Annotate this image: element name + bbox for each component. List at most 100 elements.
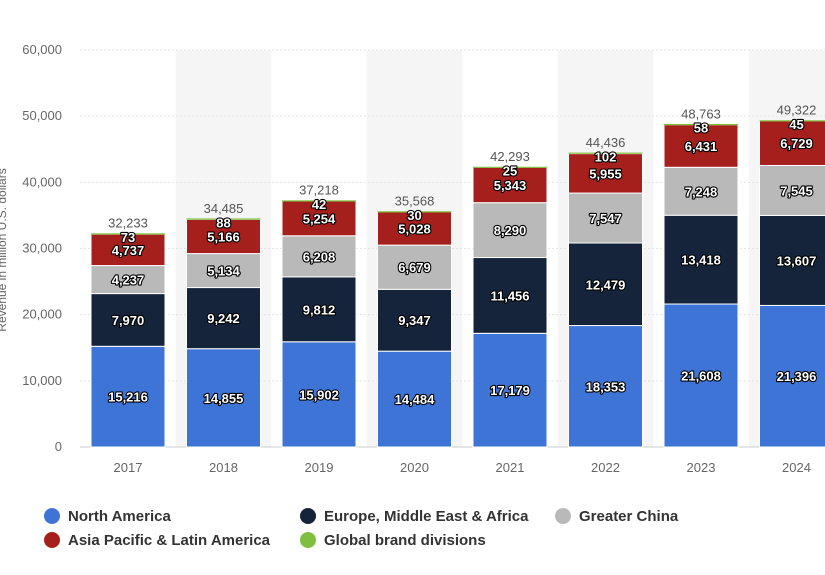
- data-label: 58: [694, 121, 708, 136]
- bar-segment: [472, 202, 548, 259]
- y-tick-label: 30,000: [22, 241, 62, 256]
- data-label: 6,208: [303, 249, 336, 264]
- legend-item[interactable]: North America: [44, 504, 171, 528]
- data-label: 73: [121, 230, 135, 245]
- data-label: 8,290: [494, 223, 527, 238]
- legend-swatch: [44, 508, 60, 524]
- legend-label: North America: [68, 507, 171, 525]
- data-label: 21,396: [777, 369, 817, 384]
- total-label: 48,763: [681, 106, 721, 121]
- legend-item[interactable]: Asia Pacific & Latin America: [44, 528, 270, 552]
- data-label: 13,607: [777, 253, 817, 268]
- bar-segment: [90, 265, 166, 295]
- data-label: 4,737: [112, 243, 145, 258]
- legend-item[interactable]: Europe, Middle East & Africa: [300, 504, 529, 528]
- bar-segment: [90, 233, 166, 267]
- y-tick-label: 20,000: [22, 307, 62, 322]
- bar-segment: [186, 287, 261, 350]
- y-tick-label: 60,000: [22, 42, 62, 57]
- bar-segment: [377, 211, 452, 246]
- x-tick-label: 2024: [782, 460, 811, 475]
- bar-segment: [568, 242, 643, 327]
- data-label: 42: [312, 197, 326, 212]
- data-label: 15,902: [299, 387, 339, 402]
- y-tick-label: 10,000: [22, 373, 62, 388]
- data-label: 30: [407, 208, 421, 223]
- bar-segment: [186, 218, 261, 220]
- data-label: 45: [789, 117, 803, 132]
- data-label: 7,547: [589, 211, 622, 226]
- x-tick-label: 2022: [591, 460, 620, 475]
- legend: North America Europe, Middle East & Afric…: [44, 504, 824, 564]
- legend-label: Global brand divisions: [324, 531, 486, 549]
- total-label: 49,322: [777, 103, 817, 118]
- bar-segment: [91, 233, 165, 235]
- legend-label: Greater China: [579, 507, 679, 525]
- data-label: 13,418: [681, 253, 721, 268]
- data-label: 5,343: [494, 178, 527, 193]
- x-tick-label: 2021: [496, 460, 525, 475]
- legend-swatch: [44, 532, 60, 548]
- data-label: 4,237: [112, 273, 145, 288]
- bar-segment: [568, 153, 643, 194]
- total-label: 34,485: [204, 201, 244, 216]
- data-label: 5,166: [207, 229, 240, 244]
- y-axis-title: Revenue in million U.S. dollars: [0, 168, 9, 331]
- data-label: 25: [503, 163, 517, 178]
- bar-segment: [186, 218, 261, 255]
- bar-segment: [663, 214, 739, 305]
- data-label: 5,134: [207, 264, 240, 279]
- legend-swatch: [300, 508, 316, 524]
- bar-segment: [664, 123, 738, 126]
- bar-segment: [663, 303, 739, 448]
- data-label: 6,679: [398, 260, 431, 275]
- data-label: 5,955: [589, 166, 622, 181]
- bar-segment: [377, 211, 452, 213]
- bar-segment: [568, 325, 643, 448]
- data-label: 14,484: [395, 392, 436, 407]
- data-label: 21,608: [681, 369, 721, 384]
- data-label: 17,179: [490, 383, 530, 398]
- data-label: 12,479: [586, 277, 626, 292]
- bar-segment: [186, 253, 261, 289]
- y-tick-label: 0: [55, 439, 62, 454]
- data-label: 7,545: [780, 183, 813, 198]
- data-label: 102: [595, 150, 617, 165]
- legend-item[interactable]: Global brand divisions: [300, 528, 486, 552]
- bar-segment: [472, 166, 548, 204]
- bar-segment: [377, 244, 452, 290]
- data-label: 11,456: [490, 288, 529, 303]
- bar-segment: [473, 166, 547, 168]
- total-label: 37,218: [299, 183, 339, 198]
- legend-swatch: [555, 508, 571, 524]
- bar-segment: [281, 276, 357, 343]
- x-tick-label: 2017: [114, 460, 143, 475]
- bar-segment: [281, 341, 357, 448]
- x-tick-label: 2018: [209, 460, 238, 475]
- x-tick-label: 2023: [687, 460, 716, 475]
- total-label: 35,568: [395, 194, 435, 209]
- legend-item[interactable]: Greater China: [555, 504, 678, 528]
- legend-swatch: [300, 532, 316, 548]
- data-label: 14,855: [204, 391, 244, 406]
- bar-segment: [759, 214, 825, 306]
- data-label: 18,353: [586, 379, 626, 394]
- data-label: 7,970: [112, 313, 145, 328]
- data-label: 9,812: [303, 302, 336, 317]
- bar-segment: [186, 348, 261, 448]
- data-label: 5,028: [398, 221, 431, 236]
- data-label: 5,254: [303, 211, 336, 226]
- data-label: 7,248: [685, 184, 718, 199]
- chart-canvas: 0 10,000 20,000 30,000 40,000 50,000 60,000 Rev…: [0, 42, 825, 475]
- bar-segment: [377, 350, 452, 448]
- data-label: 9,242: [207, 311, 240, 326]
- x-tick-label: 2019: [305, 460, 334, 475]
- legend-label: Asia Pacific & Latin America: [68, 531, 271, 549]
- total-label: 32,233: [108, 216, 148, 231]
- data-label: 6,431: [685, 139, 718, 154]
- bar-segment: [472, 332, 548, 448]
- data-label: 15,216: [108, 390, 148, 405]
- data-label: 9,347: [398, 313, 431, 328]
- total-label: 42,293: [490, 149, 530, 164]
